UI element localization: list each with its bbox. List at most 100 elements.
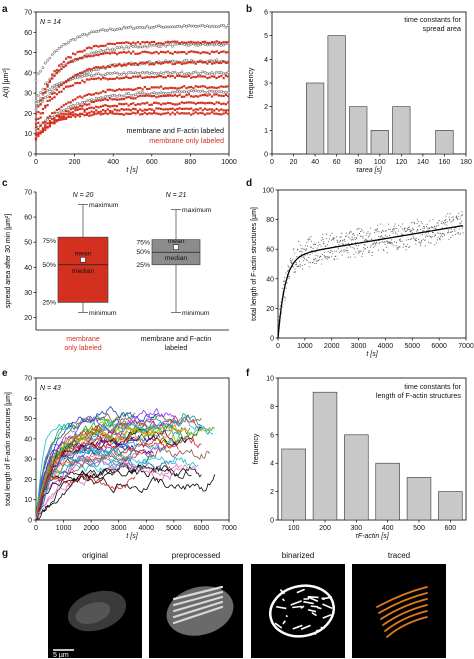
data-point bbox=[321, 237, 323, 239]
data-point bbox=[203, 107, 207, 110]
panel-label-c: c bbox=[2, 178, 8, 189]
data-point bbox=[410, 222, 413, 224]
data-point bbox=[206, 41, 209, 45]
data-point bbox=[159, 85, 163, 88]
data-point bbox=[365, 239, 368, 242]
data-point bbox=[48, 80, 51, 83]
data-point bbox=[288, 275, 290, 277]
data-point bbox=[436, 242, 438, 244]
data-point bbox=[390, 231, 392, 233]
data-point bbox=[420, 221, 422, 223]
data-point bbox=[362, 237, 364, 239]
data-point bbox=[343, 251, 345, 253]
series-trace bbox=[34, 23, 230, 82]
data-point bbox=[34, 132, 38, 135]
series-trace bbox=[34, 74, 230, 129]
y-axis-label: frequency bbox=[253, 433, 260, 464]
data-point bbox=[361, 230, 363, 232]
data-point bbox=[197, 85, 200, 88]
x-tick-label: 1000 bbox=[221, 159, 237, 166]
data-point bbox=[219, 90, 223, 93]
data-point bbox=[433, 225, 436, 227]
data-point bbox=[159, 71, 163, 75]
data-point bbox=[46, 99, 49, 103]
data-point bbox=[372, 243, 374, 246]
x-tick-label: 200 bbox=[69, 159, 81, 166]
data-point bbox=[387, 242, 389, 244]
data-point bbox=[81, 96, 84, 99]
data-point bbox=[199, 101, 202, 104]
data-point bbox=[227, 75, 230, 78]
data-point bbox=[90, 74, 93, 78]
data-point bbox=[129, 88, 133, 91]
data-point bbox=[58, 115, 61, 119]
data-point bbox=[322, 238, 324, 241]
data-point bbox=[132, 88, 135, 91]
data-point bbox=[377, 224, 379, 226]
data-point bbox=[106, 47, 110, 51]
data-point bbox=[176, 40, 179, 43]
data-point bbox=[104, 52, 107, 55]
data-point bbox=[106, 104, 109, 108]
data-point bbox=[101, 74, 105, 77]
data-point bbox=[227, 51, 230, 54]
data-point bbox=[150, 95, 153, 98]
data-point bbox=[428, 235, 430, 237]
data-point bbox=[220, 41, 223, 44]
data-point bbox=[34, 123, 38, 126]
data-point bbox=[78, 104, 82, 107]
data-point bbox=[288, 266, 290, 268]
data-point bbox=[305, 249, 307, 251]
data-point bbox=[458, 233, 460, 235]
data-point bbox=[136, 71, 140, 75]
data-point bbox=[76, 35, 80, 39]
data-point bbox=[171, 102, 174, 106]
data-point bbox=[421, 223, 423, 225]
data-point bbox=[115, 109, 119, 112]
data-point bbox=[111, 28, 114, 32]
data-point bbox=[48, 91, 52, 95]
data-point bbox=[335, 236, 337, 238]
data-point bbox=[431, 232, 433, 234]
data-point bbox=[83, 108, 86, 112]
data-point bbox=[318, 260, 320, 262]
data-point bbox=[222, 50, 225, 53]
data-point bbox=[433, 227, 435, 229]
data-point bbox=[178, 102, 181, 105]
data-point bbox=[425, 236, 427, 238]
data-point bbox=[162, 102, 165, 105]
data-point bbox=[134, 97, 137, 100]
data-point bbox=[189, 72, 193, 76]
data-point bbox=[203, 43, 207, 46]
data-point bbox=[80, 100, 84, 104]
data-point bbox=[102, 44, 105, 48]
data-point bbox=[39, 69, 42, 73]
data-point bbox=[139, 108, 142, 111]
data-point bbox=[217, 71, 221, 74]
data-point bbox=[87, 99, 91, 102]
data-point bbox=[39, 124, 42, 127]
data-point bbox=[332, 239, 335, 241]
data-point bbox=[321, 258, 323, 260]
data-point bbox=[367, 239, 369, 241]
data-point bbox=[224, 91, 228, 94]
data-point bbox=[332, 253, 334, 255]
data-point bbox=[136, 87, 140, 90]
data-point bbox=[299, 264, 301, 266]
data-point bbox=[206, 108, 209, 111]
data-point bbox=[178, 90, 181, 93]
data-point bbox=[437, 232, 439, 234]
data-point bbox=[424, 239, 426, 241]
data-point bbox=[60, 118, 63, 121]
data-point bbox=[336, 258, 338, 260]
data-point bbox=[94, 30, 98, 33]
data-point bbox=[111, 110, 114, 113]
data-point bbox=[97, 50, 100, 54]
data-point bbox=[365, 238, 367, 240]
data-point bbox=[65, 80, 68, 83]
data-point bbox=[443, 220, 445, 222]
data-point bbox=[64, 42, 68, 46]
data-point bbox=[197, 95, 200, 98]
data-point bbox=[46, 116, 49, 119]
data-point bbox=[173, 113, 177, 116]
